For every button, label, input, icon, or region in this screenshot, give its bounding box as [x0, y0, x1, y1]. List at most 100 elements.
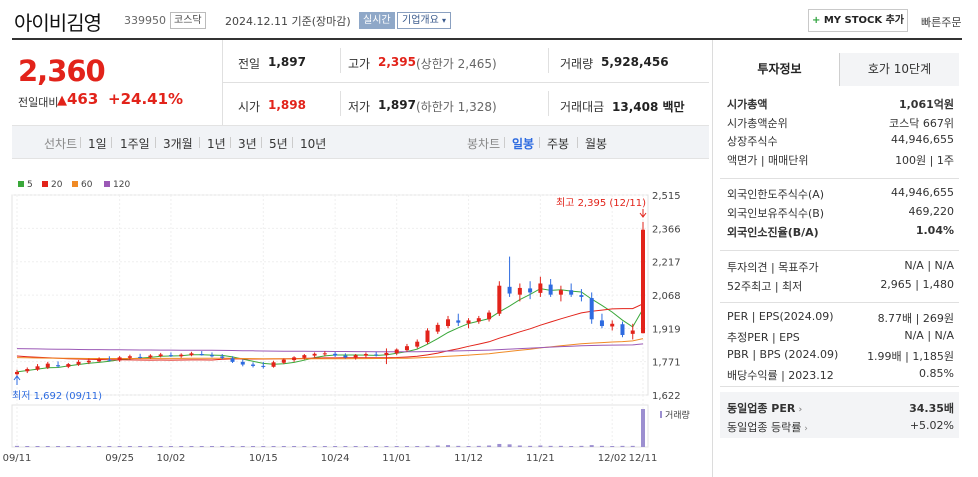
plus-icon: + [811, 15, 821, 26]
divider [720, 178, 959, 179]
candle-body [435, 324, 440, 332]
period-10y[interactable]: 10년 [300, 137, 327, 151]
invest-row-value: 44,946,655 [891, 133, 954, 146]
candle-body [148, 355, 153, 358]
candle-chart[interactable]: 2,515 2,366 2,217 2,068 1,919 1,771 1,622 09/11… [0, 185, 712, 477]
y-tick-label: 2,366 [652, 224, 681, 235]
candle-body [507, 286, 512, 294]
tab-order-book[interactable]: 호가 10단계 [840, 53, 959, 86]
mystock-add-button[interactable]: + MY STOCK 추가 [808, 9, 908, 32]
candle-body [138, 356, 143, 358]
header-divider [12, 38, 962, 40]
volume-bar [97, 446, 102, 447]
divider [292, 137, 293, 148]
chevron-right-icon: › [795, 405, 803, 415]
realtime-button[interactable]: 실시간 [359, 12, 395, 29]
volume-label: 거래량 [560, 57, 594, 71]
volume-bar [456, 445, 461, 447]
ma5-label: 5 [27, 180, 33, 190]
candle-body [538, 283, 543, 293]
lower-limit: (하한가 1,328) [416, 100, 497, 114]
volume-bar [302, 446, 307, 447]
volume-value: 5,928,456 [601, 55, 669, 69]
industry-chg-label[interactable]: 동일업종 등락률 › [727, 419, 808, 435]
x-tick-label: 12/02 [598, 453, 627, 464]
volume-bar [220, 446, 225, 447]
volume-bar [107, 446, 112, 447]
mystock-label: MY STOCK 추가 [823, 15, 905, 26]
candle-body [97, 359, 102, 362]
period-weekly[interactable]: 주봉 [547, 137, 570, 151]
volume-bar [86, 446, 91, 447]
period-1d[interactable]: 1일 [88, 137, 107, 151]
volume-bar [446, 445, 451, 447]
candle-body [230, 358, 235, 362]
amount-value: 13,408 백만 [612, 100, 685, 114]
candle-body [517, 287, 522, 295]
y-tick-label: 2,217 [652, 258, 681, 269]
invest-row-value: 469,220 [908, 205, 955, 218]
volume-bar [579, 445, 584, 447]
volume-bar [558, 445, 563, 447]
volume-bar [25, 446, 30, 447]
industry-chg-value: +5.02% [909, 419, 954, 432]
period-1y[interactable]: 1년 [207, 137, 226, 151]
upper-limit: (상한가 2,465) [416, 57, 497, 71]
invest-row-label: 추정PER | EPS [727, 331, 800, 344]
period-3y[interactable]: 3년 [238, 137, 257, 151]
tab-invest-info[interactable]: 투자정보 [720, 53, 840, 86]
candle-body [179, 354, 184, 357]
divider [80, 137, 81, 148]
ma60-swatch [72, 181, 78, 187]
divider [222, 82, 709, 83]
volume-bar [517, 445, 522, 447]
period-1w[interactable]: 1주일 [120, 137, 150, 151]
industry-per-label[interactable]: 동일업종 PER › [727, 400, 802, 416]
ma120-swatch [104, 181, 110, 187]
candle-body [487, 312, 492, 320]
candle-body [158, 354, 163, 357]
candle-body [251, 364, 256, 366]
high-label: 고가 [348, 57, 371, 71]
date-text: 2024.12.11 기준(장마감) [225, 15, 351, 28]
volume-bar [312, 446, 317, 447]
volume-swatch [660, 411, 662, 418]
ma120-legend: 120 [104, 180, 130, 190]
invest-row-value: 1.99배 | 1,185원 [867, 350, 954, 363]
period-5y[interactable]: 5년 [269, 137, 288, 151]
divider [720, 386, 959, 387]
candle-body [45, 363, 50, 368]
volume-bar [292, 446, 297, 447]
volume-bar [251, 446, 256, 447]
candle-body [220, 356, 225, 358]
period-3m[interactable]: 3개월 [163, 137, 193, 151]
volume-bar [374, 446, 379, 447]
quick-order-link[interactable]: 빠른주문 [921, 16, 962, 29]
candle-body [599, 320, 604, 327]
candle-body [66, 364, 71, 367]
y-tick-label: 1,919 [652, 324, 681, 335]
period-daily[interactable]: 일봉 [512, 137, 535, 151]
candle-body [189, 353, 194, 356]
volume-label: 거래량 [665, 409, 690, 421]
invest-row-value: 100원 | 1주 [895, 153, 954, 167]
volume-bar [158, 446, 163, 447]
volume-bar [66, 446, 71, 447]
company-info-dropdown[interactable]: 기업개요 ▾ [397, 12, 452, 29]
volume-bar [322, 446, 327, 447]
candle-body [168, 355, 173, 357]
volume-bar [343, 446, 348, 447]
volume-bar [425, 445, 430, 447]
volume-bar [569, 446, 574, 447]
candle-body [333, 353, 338, 356]
amount-label: 거래대금 [560, 100, 605, 114]
candle-body [446, 319, 451, 327]
volume-bar [117, 446, 122, 447]
candle-body [76, 361, 81, 365]
low-label: 저가 [348, 100, 371, 114]
period-monthly[interactable]: 월봉 [585, 137, 608, 151]
candle-body [117, 357, 122, 361]
candle-body [620, 324, 625, 335]
volume-bar [240, 446, 245, 447]
candle-body [569, 290, 574, 295]
